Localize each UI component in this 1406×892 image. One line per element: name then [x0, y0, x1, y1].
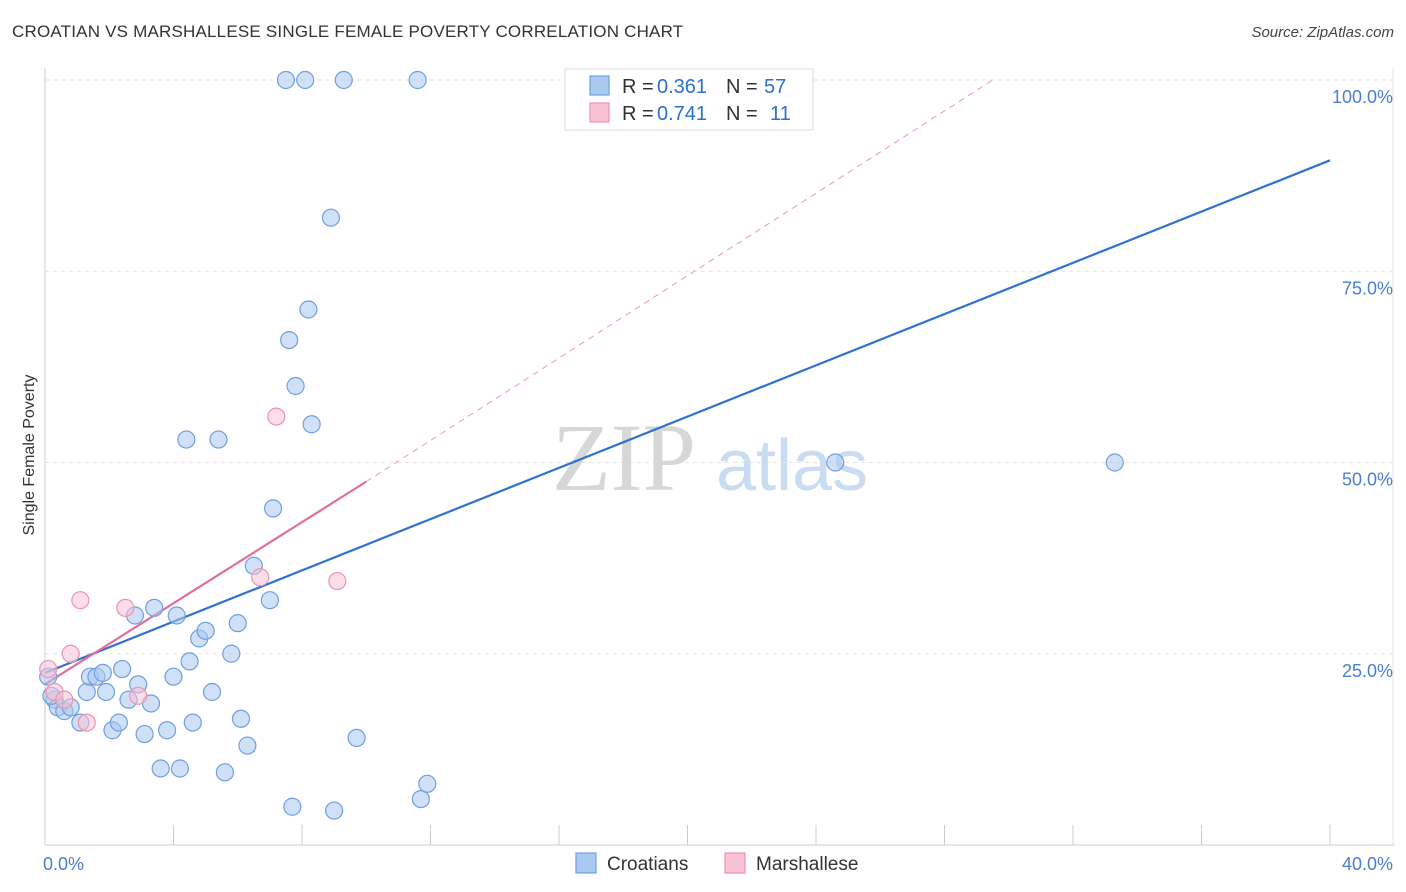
data-point-croatians — [196, 621, 215, 640]
x-tick-label: 40.0% — [1342, 854, 1393, 874]
y-tick-label: 75.0% — [1342, 278, 1393, 298]
data-point-marshallese — [61, 644, 80, 663]
data-point-croatians — [280, 331, 299, 350]
legend-r-value-2: 0.741 — [657, 103, 707, 125]
axes — [44, 68, 1395, 846]
data-point-croatians — [1105, 453, 1124, 472]
watermark: ZIP atlas — [552, 404, 868, 511]
data-point-croatians — [231, 709, 251, 728]
legend-swatch-croatians — [589, 75, 610, 96]
data-point-croatians — [183, 713, 202, 732]
legend-r-value-1: 0.361 — [657, 76, 707, 98]
data-point-croatians — [96, 682, 116, 702]
watermark-atlas: atlas — [716, 426, 868, 506]
legend-n-label-1: N = — [726, 76, 758, 98]
y-axis-label: Single Female Poverty — [21, 375, 38, 536]
data-point-croatians — [238, 736, 257, 755]
bottom-legend-swatch-marshallese — [724, 852, 746, 874]
data-point-marshallese — [267, 407, 286, 426]
data-point-croatians — [215, 763, 234, 782]
legend-r-label-2: R = — [622, 103, 654, 125]
data-point-croatians — [209, 430, 228, 449]
data-point-marshallese — [328, 571, 347, 591]
data-point-croatians — [135, 724, 154, 744]
data-point-croatians — [263, 499, 283, 518]
data-point-croatians — [408, 70, 427, 90]
data-point-croatians — [826, 453, 845, 472]
data-point-croatians — [302, 415, 321, 434]
data-point-croatians — [296, 70, 315, 90]
data-points — [39, 70, 1124, 820]
data-point-croatians — [283, 797, 302, 816]
tick-labels: 100.0% 75.0% 50.0% 25.0% 0.0% 40.0% — [43, 87, 1393, 874]
data-point-croatians — [321, 208, 341, 227]
data-point-marshallese — [55, 690, 74, 709]
legend-swatch-marshallese — [589, 102, 610, 123]
trend-extension-marshallese — [365, 79, 993, 483]
chart-title: CROATIAN VS MARSHALLESE SINGLE FEMALE PO… — [12, 22, 684, 41]
trend-line-croatians — [44, 159, 1331, 674]
data-point-marshallese — [77, 713, 96, 732]
data-point-marshallese — [129, 686, 148, 705]
data-point-croatians — [151, 759, 170, 778]
data-point-croatians — [177, 430, 196, 449]
bottom-legend-croatians: Croatians — [607, 854, 688, 875]
data-point-croatians — [202, 682, 222, 702]
data-point-croatians — [325, 801, 344, 820]
data-point-croatians — [411, 789, 430, 809]
data-point-croatians — [347, 728, 366, 748]
bottom-legend-swatch-croatians — [575, 852, 597, 874]
data-point-croatians — [222, 644, 241, 663]
data-point-croatians — [260, 591, 279, 610]
source-credit: Source: ZipAtlas.com — [1251, 24, 1394, 41]
legend-n-value-1: 57 — [764, 76, 786, 98]
data-point-marshallese — [251, 568, 270, 587]
data-point-marshallese — [71, 591, 90, 610]
data-point-marshallese — [39, 659, 58, 679]
bottom-legend: Croatians Marshallese — [575, 852, 858, 875]
legend: R = 0.361 N = 57 R = 0.741 N = 11 — [564, 68, 814, 131]
y-tick-label: 25.0% — [1342, 661, 1393, 681]
y-tick-label: 50.0% — [1342, 470, 1393, 490]
data-point-croatians — [170, 759, 190, 778]
watermark-zip: ZIP — [552, 404, 696, 511]
data-point-croatians — [164, 667, 183, 686]
data-point-croatians — [109, 713, 128, 732]
data-point-croatians — [286, 376, 305, 396]
data-point-croatians — [299, 300, 318, 319]
trend-line-marshallese — [44, 480, 367, 686]
data-point-croatians — [228, 614, 247, 633]
y-tick-label: 100.0% — [1332, 87, 1393, 107]
data-point-croatians — [334, 70, 353, 90]
data-point-croatians — [180, 652, 199, 671]
data-point-croatians — [276, 70, 296, 90]
x-tick-label: 0.0% — [43, 854, 84, 874]
data-point-croatians — [112, 659, 132, 679]
data-point-croatians — [145, 598, 164, 617]
data-point-croatians — [167, 606, 186, 625]
legend-r-label-1: R = — [622, 76, 654, 98]
legend-n-value-2: 11 — [770, 103, 791, 125]
data-point-croatians — [157, 721, 177, 740]
data-point-marshallese — [116, 598, 135, 617]
trend-lines — [44, 79, 1331, 686]
data-point-croatians — [93, 663, 112, 682]
data-point-croatians — [77, 682, 96, 702]
data-point-croatians — [418, 774, 437, 793]
bottom-legend-marshallese: Marshallese — [756, 854, 858, 875]
legend-n-label-2: N = — [726, 103, 758, 125]
